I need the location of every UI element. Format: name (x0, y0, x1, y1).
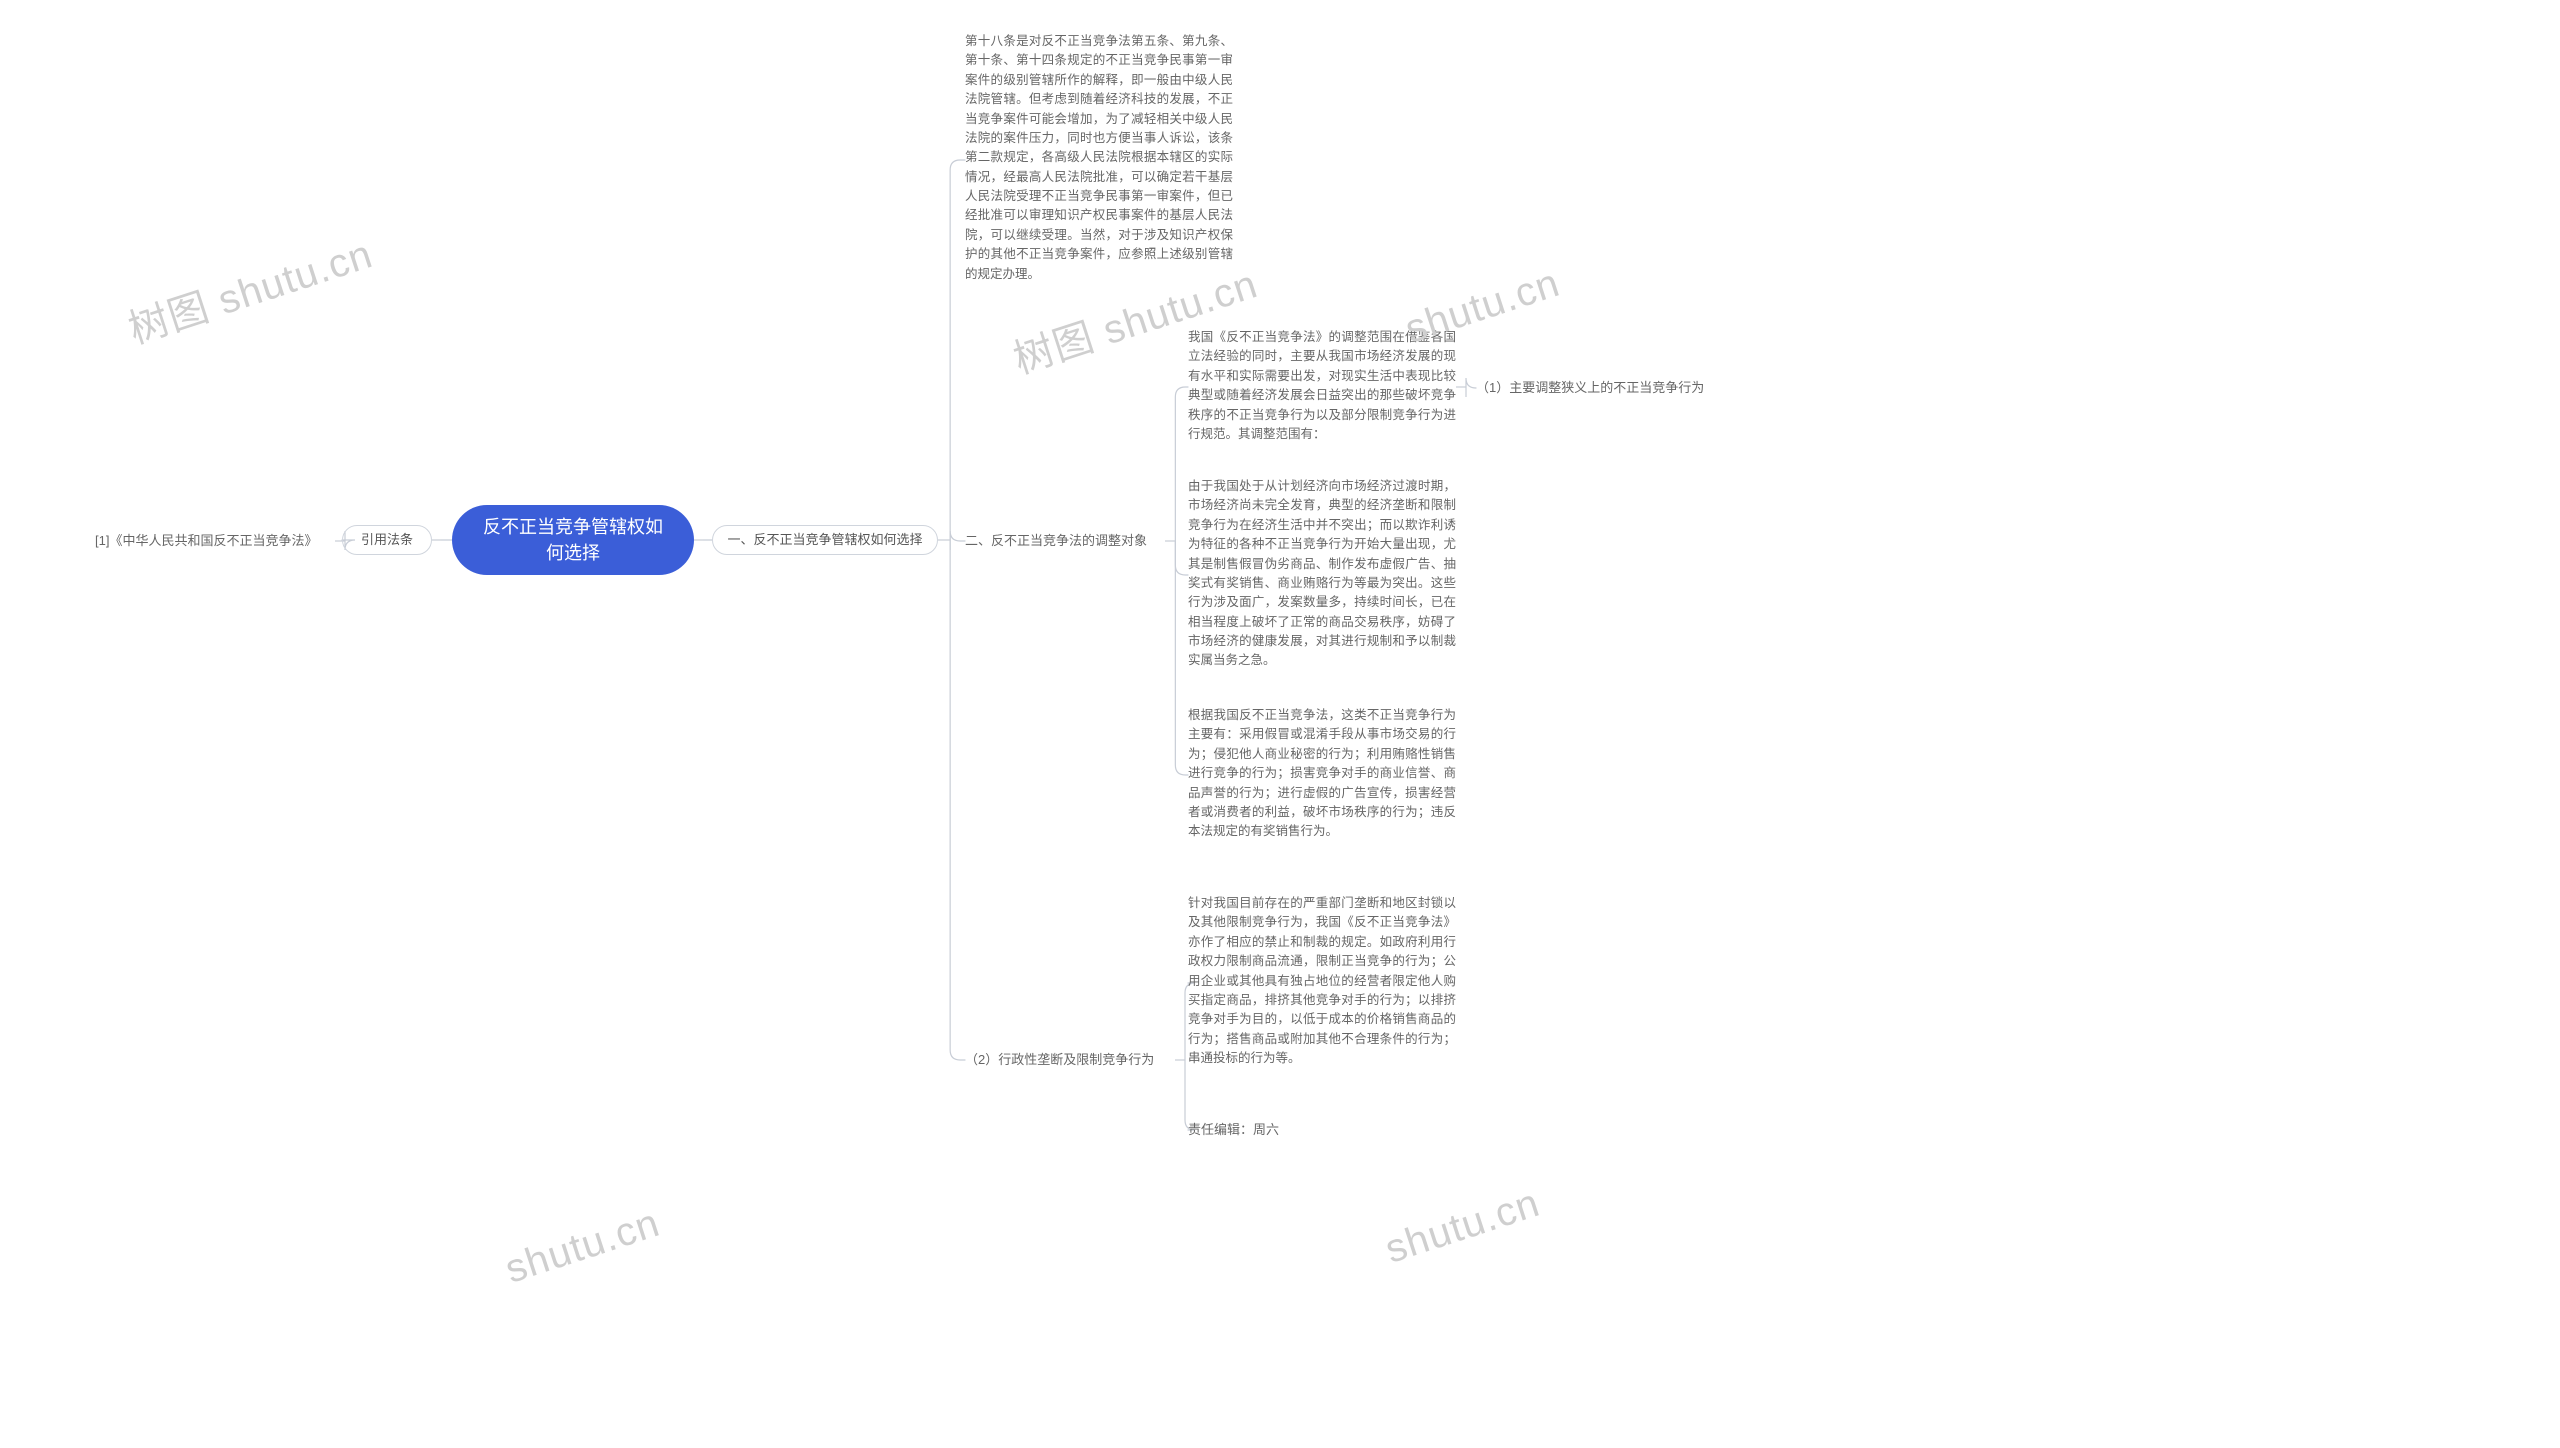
section1-sub3-p1-node[interactable]: 针对我国目前存在的严重部门垄断和地区封锁以及其他限制竞争行为，我国《反不正当竞争… (1188, 894, 1456, 1068)
section1-sub3-node[interactable]: （2）行政性垄断及限制竞争行为 (965, 1050, 1175, 1070)
section1-sub2-p3-node[interactable]: 根据我国反不正当竞争法，这类不正当竞争行为主要有：采用假冒或混淆手段从事市场交易… (1188, 706, 1456, 842)
watermark: shutu.cn (1380, 1181, 1545, 1273)
cite-item-node[interactable]: [1]《中华人民共和国反不正当竞争法》 (95, 531, 335, 551)
section1-para1-node[interactable]: 第十八条是对反不正当竞争法第五条、第九条、第十条、第十四条规定的不正当竞争民事第… (965, 32, 1233, 284)
section1-sub2-p2-node[interactable]: 由于我国处于从计划经济向市场经济过渡时期，市场经济尚未完全发育，典型的经济垄断和… (1188, 477, 1456, 671)
watermark: shutu.cn (500, 1201, 665, 1293)
cite-label-node[interactable]: 引用法条 (342, 525, 432, 555)
section1-sub2-p1-node[interactable]: 我国《反不正当竞争法》的调整范围在借鉴各国立法经验的同时，主要从我国市场经济发展… (1188, 328, 1456, 444)
section1-sub2-p1-child-node[interactable]: （1）主要调整狭义上的不正当竞争行为 (1476, 378, 1726, 398)
section1-node[interactable]: 一、反不正当竞争管辖权如何选择 (712, 525, 938, 555)
root-node[interactable]: 反不正当竞争管辖权如何选择 (452, 505, 694, 575)
section1-sub3-p2-node[interactable]: 责任编辑：周六 (1188, 1120, 1308, 1140)
section1-sub2-node[interactable]: 二、反不正当竞争法的调整对象 (965, 531, 1165, 551)
watermark: 树图 shutu.cn (120, 222, 379, 355)
